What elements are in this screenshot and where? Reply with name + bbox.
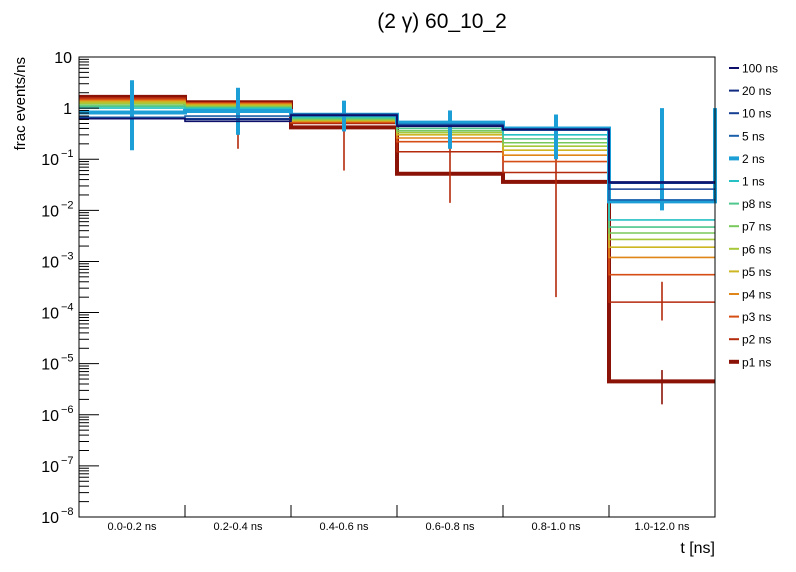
legend-item: p3 ns xyxy=(729,310,771,324)
legend-label: 1 ns xyxy=(742,175,765,189)
legend-label: p7 ns xyxy=(742,220,771,234)
legend-item: p8 ns xyxy=(729,197,771,211)
legend-label: 10 ns xyxy=(742,107,771,121)
x-tick-label: 0.4-0.6 ns xyxy=(320,521,369,533)
legend-item: p1 ns xyxy=(729,355,771,369)
y-tick-exponent: −7 xyxy=(61,455,74,467)
y-tick-exponent: −5 xyxy=(61,353,74,365)
legend-label: p2 ns xyxy=(742,333,771,347)
y-tick-label: 10 xyxy=(41,357,59,374)
legend-item: 10 ns xyxy=(729,107,771,121)
legend-item: p2 ns xyxy=(729,333,771,347)
x-tick-label: 0.8-1.0 ns xyxy=(532,521,581,533)
x-axis-label: t [ns] xyxy=(680,540,715,557)
legend-label: 5 ns xyxy=(742,129,765,143)
y-tick-label: 10 xyxy=(41,203,59,220)
series-100-ns xyxy=(79,114,715,183)
legend-item: p7 ns xyxy=(729,220,771,234)
legend-item: p5 ns xyxy=(729,265,771,279)
y-axis-label: frac events/ns xyxy=(12,57,29,150)
legend-label: p1 ns xyxy=(742,355,771,369)
y-tick-label: 10 xyxy=(41,152,59,169)
y-tick-label: 10 xyxy=(41,254,59,271)
legend-item: 20 ns xyxy=(729,84,771,98)
y-tick-label: 10 xyxy=(41,408,59,425)
x-tick-label: 1.0-12.0 ns xyxy=(634,521,690,533)
legend-label: p3 ns xyxy=(742,310,771,324)
legend-label: p8 ns xyxy=(742,197,771,211)
legend-item: 100 ns xyxy=(729,62,778,76)
plot-area xyxy=(79,80,717,405)
series-line xyxy=(79,114,715,183)
legend: 100 ns 20 ns 10 ns 5 ns 2 ns 1 ns p8 ns p7 ns p6… xyxy=(729,62,778,369)
chart-title: (2 γ) 60_10_2 xyxy=(377,10,507,33)
legend-label: p6 ns xyxy=(742,242,771,256)
y-tick-exponent: −8 xyxy=(61,506,74,518)
legend-label: 20 ns xyxy=(742,84,771,98)
y-tick-exponent: −1 xyxy=(61,148,74,160)
y-tick-exponent: −4 xyxy=(61,302,74,314)
legend-item: 5 ns xyxy=(729,129,765,143)
legend-item: 2 ns xyxy=(729,152,765,166)
y-tick-label: 10 xyxy=(41,459,59,476)
y-tick-label: 1 xyxy=(63,101,72,118)
y-tick-label: 10 xyxy=(41,510,59,527)
y-tick-exponent: −2 xyxy=(61,199,74,211)
y-tick-label: 10 xyxy=(41,306,59,323)
legend-item: p4 ns xyxy=(729,288,771,302)
legend-label: p4 ns xyxy=(742,288,771,302)
x-tick-label: 0.0-0.2 ns xyxy=(108,521,157,533)
legend-label: p5 ns xyxy=(742,265,771,279)
legend-label: 100 ns xyxy=(742,62,778,76)
axes: 10−810−710−610−510−410−310−210 −11100.0-0… xyxy=(41,50,690,533)
y-tick-label: 10 xyxy=(54,50,72,67)
legend-item: p6 ns xyxy=(729,242,771,256)
y-tick-exponent: −6 xyxy=(61,404,74,416)
legend-label: 2 ns xyxy=(742,152,765,166)
y-tick-exponent: −3 xyxy=(61,250,74,262)
legend-item: 1 ns xyxy=(729,175,765,189)
x-tick-label: 0.2-0.4 ns xyxy=(214,521,263,533)
x-tick-label: 0.6-0.8 ns xyxy=(426,521,475,533)
